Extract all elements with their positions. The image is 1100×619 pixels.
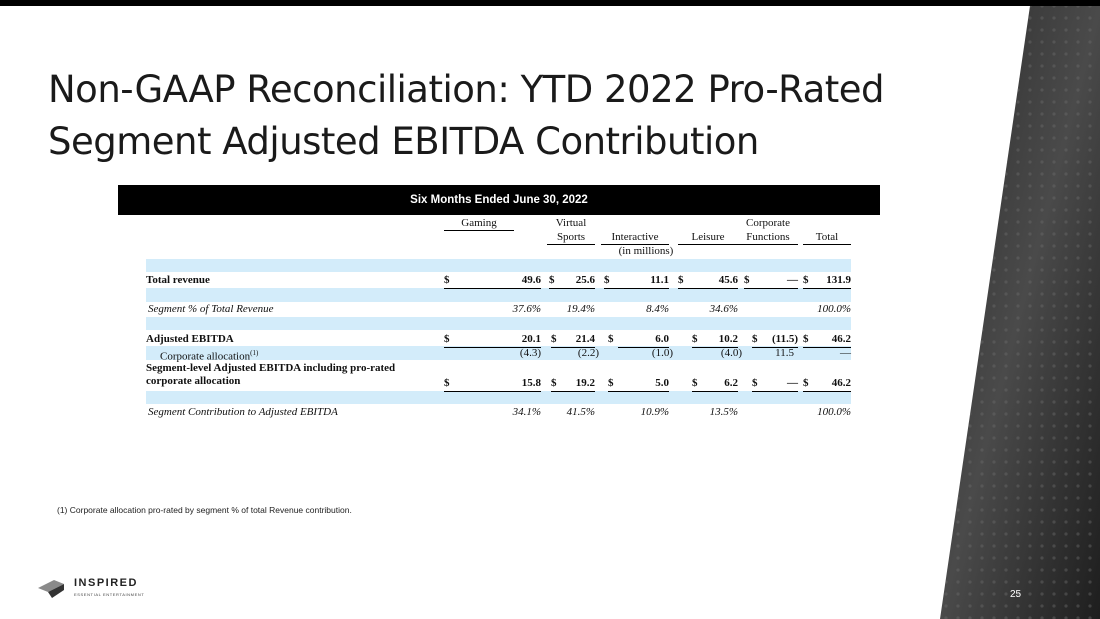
cell-gaming: 37.6% bbox=[512, 303, 541, 315]
currency-symbol: $ bbox=[551, 376, 561, 392]
row-band bbox=[146, 259, 851, 272]
cell-leisure: (4.0) bbox=[720, 347, 742, 359]
cell-interactive: 10.9% bbox=[640, 406, 669, 418]
cell-total: 131.9 bbox=[813, 273, 851, 289]
cell-interactive: 11.1 bbox=[614, 273, 669, 289]
currency-symbol: $ bbox=[692, 376, 704, 392]
page-title: Non-GAAP Reconciliation: YTD 2022 Pro-Ra… bbox=[48, 68, 885, 163]
table-row: Total revenue $ 49.6 $ 25.6 $ 11.1 $ 45.… bbox=[146, 273, 851, 289]
currency-symbol: $ bbox=[678, 273, 690, 289]
cell-leisure: 34.6% bbox=[709, 303, 738, 315]
cell-corporate-functions: 11.5 bbox=[775, 347, 794, 359]
currency-symbol: $ bbox=[608, 333, 614, 345]
row-band bbox=[146, 288, 851, 302]
table-row: Segment % of Total Revenue 37.6% 19.4% 8… bbox=[146, 302, 851, 317]
column-header-total: Total bbox=[803, 216, 851, 245]
row-label: Total revenue bbox=[146, 274, 210, 286]
cell-virtual-sports: 21.4 bbox=[561, 332, 595, 348]
column-header-gaming: Gaming bbox=[444, 216, 514, 231]
cell-interactive: 8.4% bbox=[646, 303, 669, 315]
cell-total: 46.2 bbox=[813, 376, 851, 392]
row-band bbox=[146, 317, 851, 330]
cell-leisure: 13.5% bbox=[709, 406, 738, 418]
cell-gaming: 15.8 bbox=[451, 376, 541, 392]
cell-interactive: 6.0 bbox=[618, 332, 669, 348]
cell-virtual-sports: 19.4% bbox=[566, 303, 595, 315]
cell-virtual-sports: 41.5% bbox=[566, 406, 595, 418]
currency-symbol: $ bbox=[744, 273, 756, 289]
company-logo: INSPIRED ESSENTIAL ENTERTAINMENT bbox=[38, 576, 158, 600]
cell-corporate-functions: (11.5) bbox=[764, 332, 798, 348]
currency-symbol: $ bbox=[752, 332, 764, 348]
table-row: Segment Contribution to Adjusted EBITDA … bbox=[146, 405, 851, 420]
cell-corporate-functions: — bbox=[764, 376, 798, 392]
row-label: Segment Contribution to Adjusted EBITDA bbox=[148, 406, 338, 418]
footnote-marker: (1) bbox=[250, 349, 259, 357]
row-label: Segment % of Total Revenue bbox=[148, 303, 274, 315]
table-row: Adjusted EBITDA $ 20.1 $ 21.4 $ 6.0 $ 10… bbox=[146, 332, 851, 348]
cell-virtual-sports: 25.6 bbox=[559, 273, 595, 289]
currency-symbol: $ bbox=[604, 273, 614, 289]
row-band bbox=[146, 346, 851, 360]
cell-total: 46.2 bbox=[813, 332, 851, 348]
currency-symbol: $ bbox=[551, 332, 561, 348]
row-label: Corporate allocation(1) bbox=[160, 349, 259, 363]
cell-corporate-functions: — bbox=[756, 273, 798, 289]
footnote: (1) Corporate allocation pro-rated by se… bbox=[57, 505, 352, 515]
units-label: (in millions) bbox=[618, 245, 674, 257]
cell-leisure: 10.2 bbox=[704, 332, 738, 348]
cell-total: — bbox=[840, 347, 851, 359]
period-header: Six Months Ended June 30, 2022 bbox=[118, 185, 880, 215]
column-header-virtual-sports: Virtual Sports bbox=[547, 216, 595, 245]
column-header-interactive: Interactive bbox=[601, 216, 669, 245]
decorative-side-panel bbox=[940, 6, 1100, 619]
currency-symbol: $ bbox=[803, 376, 813, 392]
row-label: Adjusted EBITDA bbox=[146, 333, 234, 345]
row-label: Segment-level Adjusted EBITDA including … bbox=[146, 362, 396, 387]
currency-symbol: $ bbox=[803, 273, 813, 289]
cell-leisure: 45.6 bbox=[690, 273, 738, 289]
currency-symbol: $ bbox=[549, 273, 559, 289]
cell-interactive: 5.0 bbox=[618, 376, 669, 392]
logo-name: INSPIRED bbox=[74, 577, 138, 589]
currency-symbol: $ bbox=[692, 332, 704, 348]
currency-symbol: $ bbox=[608, 376, 618, 392]
page-number: 25 bbox=[1010, 589, 1022, 600]
cell-gaming: 34.1% bbox=[512, 406, 541, 418]
cell-leisure: 6.2 bbox=[704, 376, 738, 392]
cell-interactive: (1.0) bbox=[651, 347, 673, 359]
cell-virtual-sports: 19.2 bbox=[561, 376, 595, 392]
cell-virtual-sports: (2.2) bbox=[577, 347, 599, 359]
currency-symbol: $ bbox=[752, 376, 764, 392]
column-header-corporate-functions: Corporate Functions bbox=[738, 216, 798, 245]
top-bar bbox=[0, 0, 1100, 6]
cell-total: 100.0% bbox=[817, 406, 851, 418]
cell-gaming: (4.3) bbox=[519, 347, 541, 359]
row-band bbox=[146, 391, 851, 404]
table-row: Corporate allocation(1) (4.3) (2.2) (1.0… bbox=[146, 346, 851, 363]
cell-gaming: 20.1 bbox=[451, 332, 541, 348]
currency-symbol: $ bbox=[803, 332, 813, 348]
cell-total: 100.0% bbox=[817, 303, 851, 315]
cell-gaming: 49.6 bbox=[451, 273, 541, 289]
logo-mark-icon bbox=[38, 580, 64, 598]
column-header-leisure: Leisure bbox=[678, 216, 738, 245]
table-row: Segment-level Adjusted EBITDA including … bbox=[146, 362, 851, 392]
logo-tagline: ESSENTIAL ENTERTAINMENT bbox=[74, 592, 145, 597]
